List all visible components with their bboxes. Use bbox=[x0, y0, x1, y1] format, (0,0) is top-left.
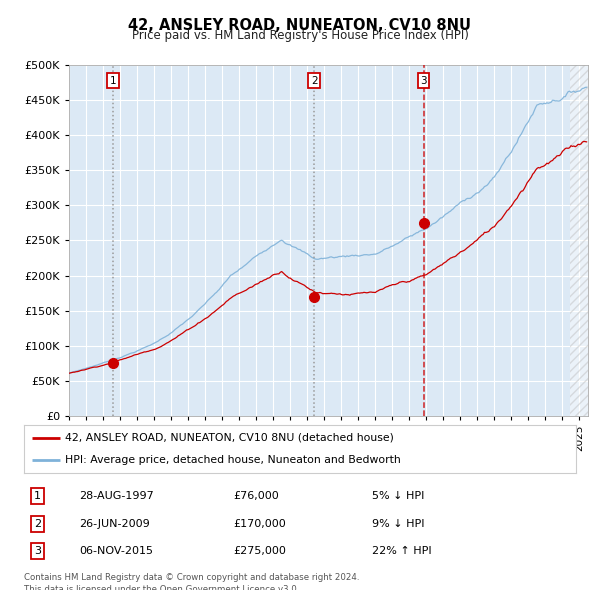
Text: 28-AUG-1997: 28-AUG-1997 bbox=[79, 491, 154, 501]
Text: 42, ANSLEY ROAD, NUNEATON, CV10 8NU: 42, ANSLEY ROAD, NUNEATON, CV10 8NU bbox=[128, 18, 472, 32]
Text: £170,000: £170,000 bbox=[234, 519, 287, 529]
Text: Contains HM Land Registry data © Crown copyright and database right 2024.
This d: Contains HM Land Registry data © Crown c… bbox=[24, 573, 359, 590]
Bar bbox=[569, 65, 595, 416]
Text: 2: 2 bbox=[311, 76, 317, 86]
Text: 42, ANSLEY ROAD, NUNEATON, CV10 8NU (detached house): 42, ANSLEY ROAD, NUNEATON, CV10 8NU (det… bbox=[65, 433, 394, 443]
Text: 22% ↑ HPI: 22% ↑ HPI bbox=[372, 546, 431, 556]
Text: 2: 2 bbox=[34, 519, 41, 529]
Text: 1: 1 bbox=[110, 76, 116, 86]
Text: 26-JUN-2009: 26-JUN-2009 bbox=[79, 519, 150, 529]
Text: Price paid vs. HM Land Registry's House Price Index (HPI): Price paid vs. HM Land Registry's House … bbox=[131, 30, 469, 42]
Text: 06-NOV-2015: 06-NOV-2015 bbox=[79, 546, 153, 556]
Text: HPI: Average price, detached house, Nuneaton and Bedworth: HPI: Average price, detached house, Nune… bbox=[65, 455, 401, 465]
Text: 1: 1 bbox=[34, 491, 41, 501]
Text: 3: 3 bbox=[34, 546, 41, 556]
Text: 5% ↓ HPI: 5% ↓ HPI bbox=[372, 491, 424, 501]
Text: 9% ↓ HPI: 9% ↓ HPI bbox=[372, 519, 424, 529]
Text: £76,000: £76,000 bbox=[234, 491, 280, 501]
Text: £275,000: £275,000 bbox=[234, 546, 287, 556]
Text: 3: 3 bbox=[420, 76, 427, 86]
